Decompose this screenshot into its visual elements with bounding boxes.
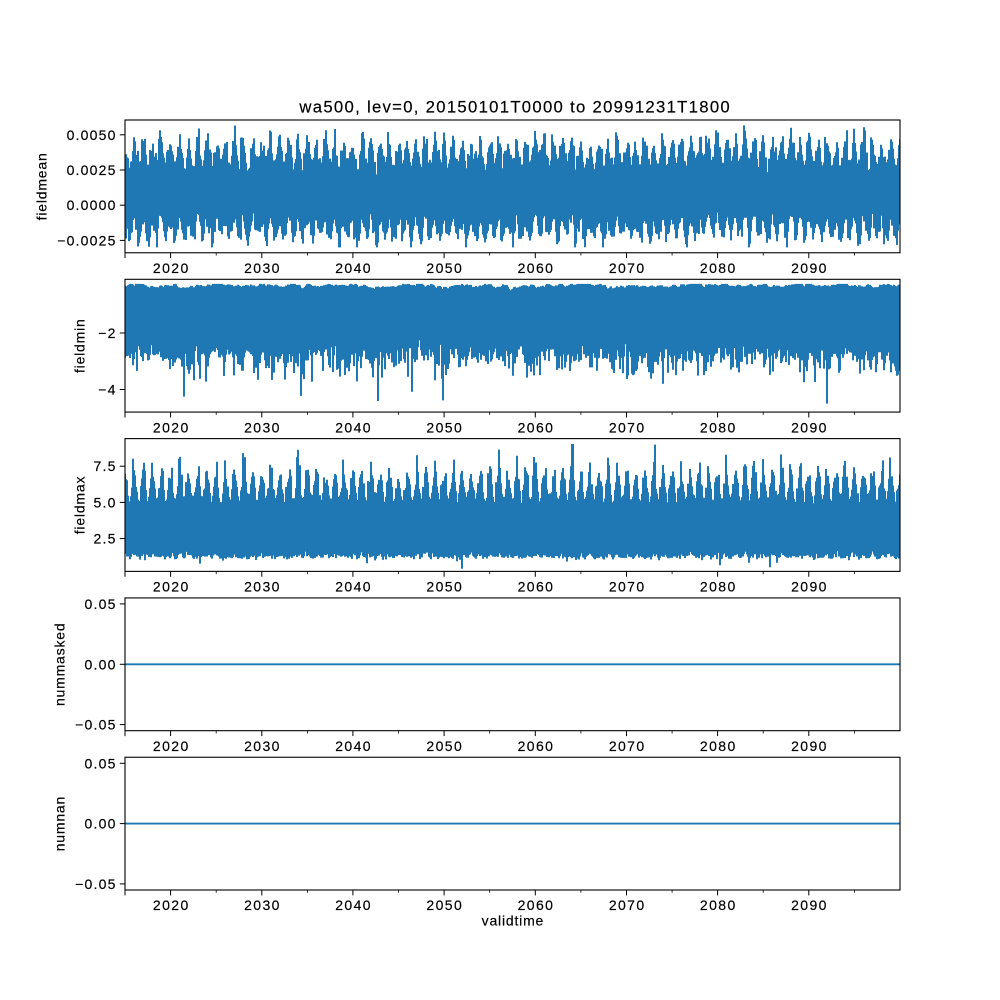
svg-text:2060: 2060 (518, 897, 555, 913)
svg-text:2040: 2040 (335, 579, 372, 595)
svg-text:2070: 2070 (609, 260, 646, 276)
svg-text:−4: −4 (98, 382, 116, 398)
svg-text:2060: 2060 (518, 579, 555, 595)
svg-text:0.0000: 0.0000 (67, 197, 117, 213)
svg-text:2060: 2060 (518, 260, 555, 276)
svg-text:2090: 2090 (791, 738, 828, 754)
svg-text:−0.0025: −0.0025 (57, 232, 116, 248)
svg-text:2080: 2080 (700, 579, 737, 595)
svg-text:2080: 2080 (700, 260, 737, 276)
svg-text:2040: 2040 (335, 897, 372, 913)
svg-text:2020: 2020 (153, 419, 190, 435)
svg-text:2040: 2040 (335, 260, 372, 276)
svg-text:2050: 2050 (426, 579, 463, 595)
svg-text:2050: 2050 (426, 419, 463, 435)
svg-text:2030: 2030 (244, 260, 281, 276)
svg-text:2060: 2060 (518, 419, 555, 435)
svg-text:7.5: 7.5 (94, 458, 117, 474)
svg-text:2090: 2090 (791, 579, 828, 595)
svg-text:2050: 2050 (426, 738, 463, 754)
svg-text:0.05: 0.05 (85, 596, 117, 612)
svg-text:0.0050: 0.0050 (67, 127, 117, 143)
svg-text:2070: 2070 (609, 579, 646, 595)
svg-text:fieldmean: fieldmean (33, 152, 49, 220)
svg-text:0.05: 0.05 (85, 755, 117, 771)
svg-text:0.00: 0.00 (85, 656, 117, 672)
svg-text:2070: 2070 (609, 897, 646, 913)
svg-text:fieldmax: fieldmax (72, 476, 88, 535)
svg-text:numnan: numnan (52, 796, 68, 851)
svg-text:2030: 2030 (244, 579, 281, 595)
svg-text:2030: 2030 (244, 419, 281, 435)
svg-text:−0.05: −0.05 (75, 717, 116, 733)
svg-text:2050: 2050 (426, 897, 463, 913)
svg-text:0.0025: 0.0025 (67, 162, 117, 178)
svg-text:2080: 2080 (700, 897, 737, 913)
svg-text:5.0: 5.0 (94, 494, 117, 510)
svg-text:2040: 2040 (335, 738, 372, 754)
svg-text:2070: 2070 (609, 419, 646, 435)
svg-text:2030: 2030 (244, 738, 281, 754)
svg-text:2020: 2020 (153, 260, 190, 276)
svg-text:2090: 2090 (791, 260, 828, 276)
svg-text:2060: 2060 (518, 738, 555, 754)
svg-text:2040: 2040 (335, 419, 372, 435)
svg-text:2030: 2030 (244, 897, 281, 913)
svg-text:2.5: 2.5 (94, 531, 117, 547)
svg-text:validtime: validtime (482, 913, 544, 929)
svg-text:nummasked: nummasked (52, 623, 68, 706)
svg-text:2020: 2020 (153, 738, 190, 754)
svg-text:fieldmin: fieldmin (72, 318, 88, 373)
svg-text:−2: −2 (98, 325, 116, 341)
svg-text:wa500, lev=0, 20150101T0000 to: wa500, lev=0, 20150101T0000 to 20991231T… (298, 98, 731, 117)
svg-text:−0.05: −0.05 (75, 876, 116, 892)
svg-text:2050: 2050 (426, 260, 463, 276)
svg-text:0.00: 0.00 (85, 816, 117, 832)
svg-text:2090: 2090 (791, 897, 828, 913)
svg-text:2020: 2020 (153, 897, 190, 913)
svg-text:2090: 2090 (791, 419, 828, 435)
svg-text:2070: 2070 (609, 738, 646, 754)
svg-text:2020: 2020 (153, 579, 190, 595)
svg-text:2080: 2080 (700, 419, 737, 435)
svg-text:2080: 2080 (700, 738, 737, 754)
